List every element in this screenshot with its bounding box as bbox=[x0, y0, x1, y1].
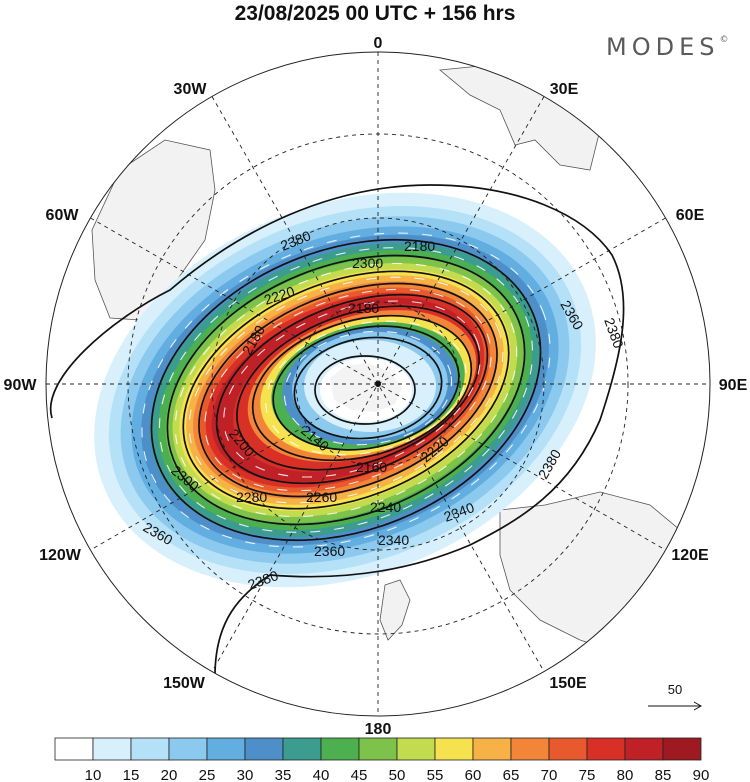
lon-label-60e: 60E bbox=[676, 207, 705, 224]
arrow-stream bbox=[204, 288, 492, 492]
colorbar-swatch bbox=[586, 737, 626, 761]
brand-name: MODES bbox=[606, 33, 720, 61]
arrow-stream bbox=[158, 247, 534, 533]
arrow-stream bbox=[188, 276, 504, 504]
brand-logo: MODES© bbox=[606, 33, 728, 61]
lon-label-90w: 90W bbox=[4, 377, 38, 394]
colorbar: 10 15 20 25 30 35 40 45 50 55 60 65 70 75 80 85 90 bbox=[54, 737, 710, 782]
colorbar-tick-label: 30 bbox=[237, 767, 254, 782]
colorbar-tick-label: 90 bbox=[693, 767, 710, 782]
contour-label: 2240 bbox=[370, 499, 401, 515]
colorbar-tick-label: 35 bbox=[275, 767, 292, 782]
colorbar-swatch bbox=[54, 737, 94, 761]
arrow-stream bbox=[174, 262, 518, 518]
wind-arrows bbox=[141, 232, 551, 548]
contour-line bbox=[272, 325, 460, 451]
colorbar-swatch bbox=[662, 737, 702, 761]
colorbar-tick-label: 45 bbox=[351, 767, 368, 782]
lon-label-120w: 120W bbox=[39, 547, 82, 564]
arrow-stream bbox=[283, 330, 453, 446]
contour-line bbox=[293, 336, 443, 440]
contour-line bbox=[314, 355, 416, 425]
contour-line bbox=[150, 238, 542, 542]
lon-label-60w: 60W bbox=[46, 207, 80, 224]
colorbar-tick-label: 15 bbox=[123, 767, 140, 782]
colorbar-swatch bbox=[548, 737, 588, 761]
colorbar-tick-label: 60 bbox=[465, 767, 482, 782]
colorbar-tick-label: 50 bbox=[389, 767, 406, 782]
south-pole-dot bbox=[375, 381, 381, 387]
lon-label-180: 180 bbox=[365, 721, 392, 736]
contour-label: 2340 bbox=[378, 532, 409, 548]
copyright-mark: © bbox=[719, 35, 729, 45]
vector-reference-value: 50 bbox=[668, 682, 682, 697]
colorbar-swatch bbox=[244, 737, 284, 761]
contour-label: 2300 bbox=[352, 255, 383, 271]
longitude-labels: 0 30E 60E 90E 120E 150E 180 150W 120W 90… bbox=[4, 35, 748, 736]
contour-label: 2280 bbox=[236, 489, 267, 505]
contour-line bbox=[182, 270, 510, 510]
contour-label: 2180 bbox=[404, 238, 435, 254]
contour-line bbox=[166, 254, 526, 526]
contour-label: 2260 bbox=[306, 489, 337, 505]
contour-line bbox=[251, 314, 473, 462]
colorbar-swatch bbox=[510, 737, 550, 761]
map-title: 23/08/2025 00 UTC + 156 hrs bbox=[234, 2, 516, 25]
arrow-stream bbox=[141, 232, 551, 548]
colorbar-swatch bbox=[396, 737, 436, 761]
colorbar-tick-label: 20 bbox=[161, 767, 178, 782]
lon-label-30e: 30E bbox=[550, 81, 579, 98]
colorbar-tick-label: 10 bbox=[85, 767, 102, 782]
arrow-stream bbox=[265, 320, 467, 456]
colorbar-swatch bbox=[92, 737, 132, 761]
colorbar-tick-label: 75 bbox=[579, 767, 596, 782]
colorbar-swatch bbox=[168, 737, 208, 761]
colorbar-swatch bbox=[206, 737, 246, 761]
colorbar-swatch bbox=[130, 737, 170, 761]
colorbar-tick-label: 25 bbox=[199, 767, 216, 782]
new-zealand-land bbox=[379, 579, 411, 641]
colorbar-swatch bbox=[434, 737, 474, 761]
lon-label-90e: 90E bbox=[719, 377, 748, 394]
geopotential-contours bbox=[49, 184, 625, 677]
contour-label: 2160 bbox=[356, 459, 387, 475]
arrow-stream bbox=[223, 300, 481, 478]
contour-line bbox=[215, 293, 489, 485]
lon-label-120e: 120E bbox=[671, 547, 709, 564]
lon-label-0: 0 bbox=[374, 35, 383, 52]
map-boundary bbox=[45, 51, 711, 717]
lon-label-30w: 30W bbox=[174, 81, 208, 98]
colorbar-swatch bbox=[320, 737, 360, 761]
contour-label: 2180 bbox=[348, 300, 379, 316]
colorbar-tick-label: 80 bbox=[617, 767, 634, 782]
colorbar-tick-label: 55 bbox=[427, 767, 444, 782]
colorbar-swatch bbox=[282, 737, 322, 761]
colorbar-tick-label: 70 bbox=[541, 767, 558, 782]
colorbar-tick-label: 65 bbox=[503, 767, 520, 782]
contour-2380-outer bbox=[49, 184, 625, 677]
colorbar-swatch bbox=[472, 737, 512, 761]
contour-line bbox=[198, 282, 498, 498]
shade-antarctica-overlay bbox=[330, 363, 402, 412]
lon-label-150w: 150W bbox=[163, 675, 206, 692]
colorbar-swatch bbox=[358, 737, 398, 761]
contour-line bbox=[236, 305, 480, 471]
vector-reference: 50 bbox=[648, 682, 703, 711]
lon-label-150e: 150E bbox=[549, 675, 587, 692]
contour-label: 2360 bbox=[314, 543, 345, 559]
colorbar-tick-label: 40 bbox=[313, 767, 330, 782]
colorbar-swatch bbox=[624, 737, 664, 761]
vector-reference-arrowhead bbox=[693, 701, 703, 711]
polar-stereographic-map: 2380 2300 2220 2180 2180 2360 2380 2180 … bbox=[4, 35, 748, 736]
map-disc bbox=[46, 52, 710, 716]
colorbar-tick-label: 85 bbox=[655, 767, 672, 782]
